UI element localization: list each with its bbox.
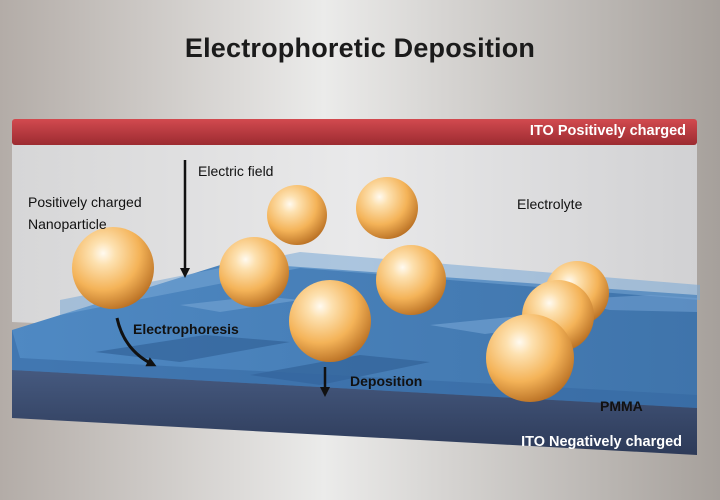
deposition-label: Deposition bbox=[350, 373, 423, 389]
nanoparticle bbox=[289, 280, 371, 362]
nanoparticle bbox=[376, 245, 446, 315]
page-title: Electrophoretic Deposition bbox=[184, 33, 536, 63]
pmma-trench bbox=[95, 335, 290, 362]
nanoparticle-label-line1: Positively charged bbox=[28, 194, 142, 210]
nanoparticle bbox=[486, 314, 574, 402]
electrophoresis-arrow bbox=[115, 317, 157, 367]
nanoparticle-label-line2: Nanoparticle bbox=[28, 216, 107, 232]
nanoparticle bbox=[219, 237, 289, 307]
pmma-label: PMMA bbox=[600, 398, 643, 414]
nanoparticles bbox=[72, 177, 609, 402]
ito-positive-label: ITO Positively charged bbox=[529, 123, 686, 139]
electrolyte-label: Electrolyte bbox=[517, 196, 583, 212]
nanoparticle bbox=[72, 227, 154, 309]
electric-field-label: Electric field bbox=[198, 163, 274, 179]
nanoparticle bbox=[356, 177, 418, 239]
ito-positive-electrode bbox=[12, 119, 697, 145]
ito-negative-label: ITO Negatively charged bbox=[521, 434, 682, 450]
ito-negative-electrode bbox=[12, 368, 697, 455]
nanoparticle bbox=[267, 185, 327, 245]
electrophoresis-label: Electrophoresis bbox=[133, 321, 239, 337]
